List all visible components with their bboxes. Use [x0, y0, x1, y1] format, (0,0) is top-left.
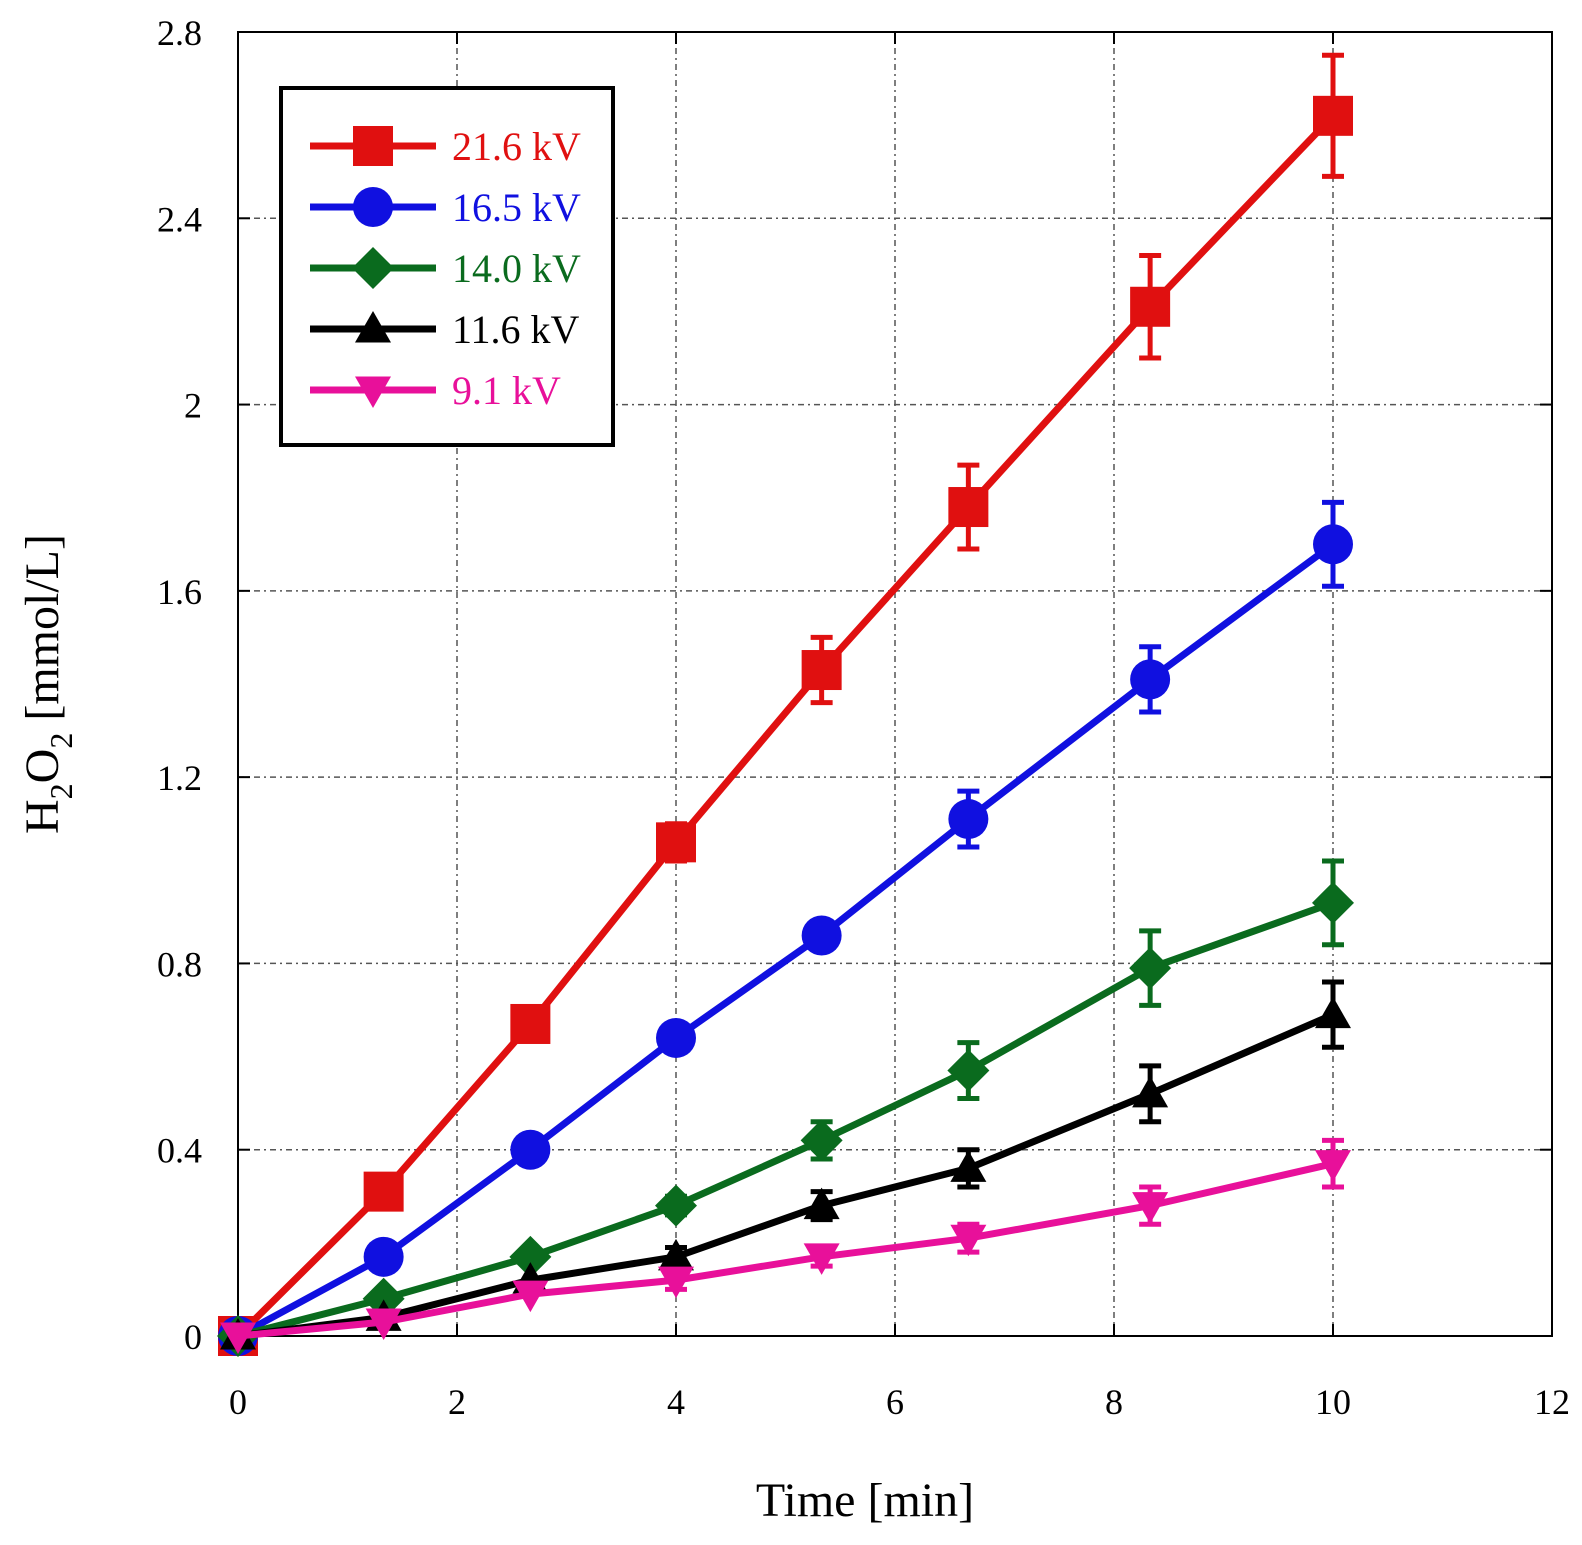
x-tick-label: 6 — [886, 1382, 904, 1422]
x-tick-label: 2 — [448, 1382, 466, 1422]
data-point — [363, 1171, 404, 1212]
series-line — [237, 1160, 1334, 1340]
legend-entries: 21.6 kV 16.5 kV 14.0 kV 11.6 kV 9.1 kV — [310, 124, 581, 413]
legend-entry: 21.6 kV — [310, 124, 581, 169]
legend-label: 14.0 kV — [452, 246, 581, 291]
data-point — [656, 1017, 696, 1058]
legend-marker — [353, 126, 393, 166]
data-point — [801, 915, 842, 956]
legend-marker — [355, 376, 391, 408]
x-tick-label: 10 — [1315, 1382, 1351, 1422]
y-tick-label: 0 — [184, 1317, 202, 1357]
axis-ticks: 0 2 4 6 8 10 12 0 0.4 0.8 1.2 1.6 2 2.4 2.8 — [157, 13, 1570, 1422]
x-tick-label: 12 — [1534, 1382, 1570, 1422]
series-line — [235, 113, 1336, 1339]
data-point — [1129, 947, 1172, 990]
legend-label: 11.6 kV — [452, 307, 580, 352]
data-point — [1313, 95, 1353, 136]
data-point — [1315, 1150, 1351, 1182]
data-point — [656, 822, 696, 863]
y-axis-title-unit: [mmol/L] — [16, 534, 69, 733]
data-point — [801, 650, 842, 691]
x-tick-label: 0 — [229, 1382, 247, 1422]
data-point — [1130, 286, 1171, 327]
data-point — [655, 1184, 697, 1227]
data-point — [1313, 524, 1353, 565]
data-point — [509, 1235, 552, 1278]
y-tick-label: 2.8 — [157, 13, 202, 53]
legend-entry: 11.6 kV — [310, 307, 580, 352]
x-tick-label: 8 — [1105, 1382, 1123, 1422]
y-tick-label: 2.4 — [157, 199, 202, 239]
series-16-5-kv — [218, 499, 1353, 1356]
data-point — [803, 1187, 840, 1220]
series-line — [237, 899, 1335, 1340]
data-point — [510, 1003, 551, 1044]
y-tick-label: 1.2 — [157, 758, 202, 798]
legend-marker — [355, 311, 391, 343]
legend-entry: 16.5 kV — [310, 185, 581, 230]
data-point — [1130, 659, 1171, 700]
y-tick-label: 2 — [184, 386, 202, 426]
y-axis-title-base: H — [16, 799, 69, 834]
svg-text:H2O2 [mmol/L]: H2O2 [mmol/L] — [16, 534, 79, 834]
legend: 21.6 kV 16.5 kV 14.0 kV 11.6 kV 9.1 kV — [279, 86, 615, 447]
y-tick-label: 1.6 — [157, 572, 202, 612]
x-tick-label: 4 — [667, 1382, 685, 1422]
y-axis-title-sub1: 2 — [43, 783, 79, 799]
legend-marker — [352, 247, 394, 289]
data-point — [363, 1236, 404, 1277]
legend-label: 21.6 kV — [452, 124, 581, 169]
data-point — [948, 799, 989, 840]
series-line — [237, 1011, 1335, 1340]
y-axis-title: H2O2 [mmol/L] — [16, 534, 79, 834]
x-axis-title: Time [min] — [756, 1474, 974, 1527]
data-point — [512, 1280, 549, 1313]
legend-label: 9.1 kV — [452, 368, 561, 413]
data-point — [658, 1238, 694, 1271]
data-point — [947, 1049, 990, 1092]
legend-label: 16.5 kV — [452, 185, 581, 230]
series-9-1-kv — [220, 1137, 1351, 1354]
y-axis-title-mid: O — [16, 749, 69, 784]
data-point — [1132, 1192, 1169, 1224]
data-point — [1132, 1075, 1169, 1108]
legend-marker — [353, 187, 393, 227]
legend-entry: 14.0 kV — [310, 246, 581, 291]
data-point — [658, 1266, 694, 1299]
grid-lines — [238, 32, 1552, 1336]
data-point — [803, 1243, 840, 1275]
series-14-0-kv — [217, 858, 1354, 1357]
data-point — [1312, 881, 1354, 924]
data-point — [950, 1150, 987, 1182]
series-line — [236, 541, 1336, 1340]
data-point — [948, 487, 989, 528]
data-point — [1315, 996, 1351, 1029]
y-axis-title-sub2: 2 — [43, 733, 79, 749]
data-point — [220, 1322, 256, 1354]
data-point — [950, 1224, 987, 1257]
y-tick-label: 0.4 — [157, 1131, 202, 1171]
data-point — [800, 1119, 843, 1162]
data-point — [510, 1129, 551, 1170]
series-group — [217, 52, 1354, 1357]
legend-entry: 9.1 kV — [310, 368, 561, 413]
data-point — [365, 1308, 402, 1341]
y-tick-label: 0.8 — [157, 944, 202, 984]
